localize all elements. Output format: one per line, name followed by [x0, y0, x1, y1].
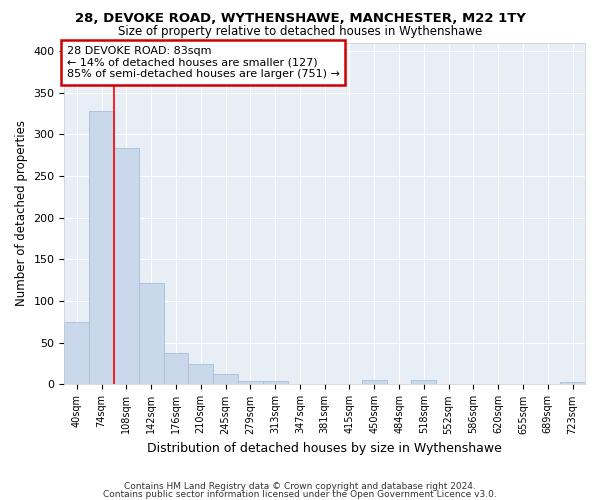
- Bar: [164, 353, 188, 384]
- Text: Contains HM Land Registry data © Crown copyright and database right 2024.: Contains HM Land Registry data © Crown c…: [124, 482, 476, 491]
- Bar: [139, 282, 164, 384]
- Bar: [114, 148, 139, 384]
- Bar: [263, 381, 287, 384]
- Bar: [362, 380, 386, 384]
- Text: Size of property relative to detached houses in Wythenshawe: Size of property relative to detached ho…: [118, 25, 482, 38]
- Y-axis label: Number of detached properties: Number of detached properties: [15, 120, 28, 306]
- Bar: [89, 111, 114, 384]
- Bar: [188, 364, 213, 384]
- Bar: [213, 374, 238, 384]
- Text: Contains public sector information licensed under the Open Government Licence v3: Contains public sector information licen…: [103, 490, 497, 499]
- X-axis label: Distribution of detached houses by size in Wythenshawe: Distribution of detached houses by size …: [147, 442, 502, 455]
- Bar: [412, 380, 436, 384]
- Text: 28 DEVOKE ROAD: 83sqm
← 14% of detached houses are smaller (127)
85% of semi-det: 28 DEVOKE ROAD: 83sqm ← 14% of detached …: [67, 46, 340, 79]
- Bar: [560, 382, 585, 384]
- Bar: [64, 322, 89, 384]
- Text: 28, DEVOKE ROAD, WYTHENSHAWE, MANCHESTER, M22 1TY: 28, DEVOKE ROAD, WYTHENSHAWE, MANCHESTER…: [74, 12, 526, 26]
- Bar: [238, 381, 263, 384]
